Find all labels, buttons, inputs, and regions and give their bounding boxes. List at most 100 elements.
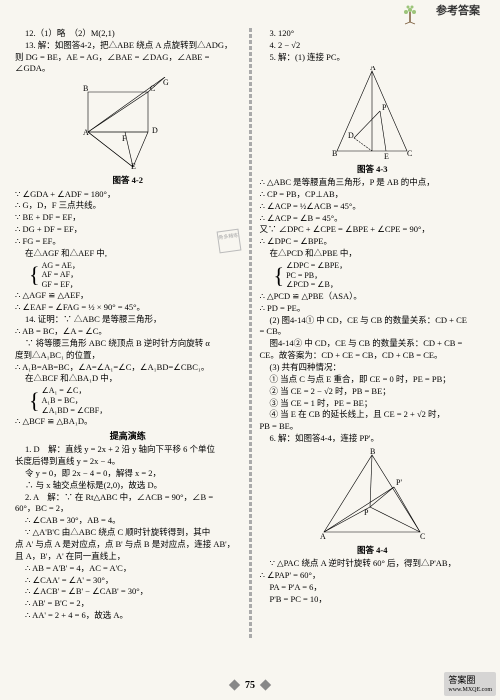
text-line: ① 当点 C 与点 E 重合，即 CE = 0 时，PE = PB； [260,374,486,385]
watermark-url: www.MXQE.com [448,686,492,694]
svg-text:A: A [83,128,89,137]
text-line: ∴ AB = BC，∠A = ∠C。 [15,326,241,337]
svg-text:F: F [122,134,127,143]
brace-line: GF = EF， [42,280,80,290]
text-line: ∵ ∠GDA + ∠ADF = 180°， [15,189,241,200]
svg-text:B: B [370,447,375,456]
text-line: 1. D 解：直线 y = 2x + 2 沿 y 轴向下平移 6 个单位 [15,444,241,455]
brace-line: ∠PCD = ∠B， [286,280,347,290]
figure-caption: 图答 4-2 [15,175,241,186]
text-line: P'B = PC = 10， [260,594,486,605]
text-line: 2. A 解：∵ 在 Rt△ABC 中，∠ACB = 90°，∠B = [15,492,241,503]
text-line: ② 当 CE = 2 − √2 时，PB = BE； [260,386,486,397]
text-line: ∴ 与 x 轴交点坐标是(2,0)，故选 D。 [15,480,241,491]
text-line: 则 DG = BE，AE = AG，∠BAE = ∠DAG，∠ABE = ∠GD… [15,52,241,75]
text-line: ∴ ∠CAA' = ∠A' = 30°， [15,575,241,586]
brace-line: PC = PB， [286,271,347,281]
text-line: ∴ ∠PAP' = 60°， [260,570,486,581]
text-line: = CB。 [260,326,486,337]
brace-group: { ∠DPC = ∠BPE， PC = PB， ∠PCD = ∠B， [274,261,486,290]
page-number-value: 75 [245,680,255,691]
text-line: ∴ DG + DF = EF， [15,224,241,235]
text-line: 12.（1）略 （2）M(2,1) [15,28,241,39]
figure-4-4: A B C P P' [260,447,486,542]
svg-text:C: C [420,532,425,541]
text-line: 在△AGF 和△AEF 中, [15,248,241,259]
tree-decoration-icon [395,0,425,25]
svg-text:G: G [163,78,169,87]
svg-text:P: P [382,103,387,112]
column-divider [249,28,252,640]
svg-text:E: E [131,162,136,171]
text-line: ∴ AA' = 2 + 4 = 6，故选 A。 [15,610,241,621]
svg-text:B: B [332,149,337,158]
text-line: 在△PCD 和△PBE 中， [260,248,486,259]
text-line: CE。故答案为：CD + CE = CB，CD + CB = CE。 [260,350,486,361]
text-line: ∵ △PAC 绕点 A 逆时针旋转 60° 后，得到△P'AB， [260,558,486,569]
svg-text:A: A [320,532,326,541]
svg-text:D: D [152,126,158,135]
text-line: ④ 当 E 在 CB 的延长线上，且 CE = 2 + √2 时， [260,409,486,420]
brace-group: { ∠A₁ = ∠C， A₁B = BC， ∠A₁BD = ∠CBF， [29,386,241,415]
text-line: 且 A，B'，A' 在同一直线上， [15,551,241,562]
brace-line: ∠DPC = ∠BPE， [286,261,347,271]
svg-text:C: C [407,149,412,158]
figure-caption: 图答 4-4 [260,545,486,556]
text-line: 又∵ ∠DPC + ∠CPE = ∠BPE + ∠CPE = 90°， [260,224,486,235]
text-line: 60°，BC = 2， [15,503,241,514]
text-line: ∴ A₁B=AB=BC，∠A=∠A₁=∠C，∠A₁BD=∠CBC₁。 [15,362,241,373]
text-line: 14. 证明：∵ △ABC 是等腰三角形， [15,314,241,325]
figure-4-3: A B C P D E [260,66,486,161]
text-line: ∴ ∠ACP = ∠B = 45°。 [260,213,486,224]
right-column: 3. 120° 4. 2 − √2 5. 解：(1) 连接 PC。 A B C … [260,28,486,640]
watermark: 答案圈 www.MXQE.com [444,672,496,696]
text-line: 点 A' 与点 A 是对应点，点 B' 与点 B 是对应点，连接 AB'， [15,539,241,550]
text-line: ∴ ∠DPC = ∠BPE。 [260,236,486,247]
diamond-icon [229,680,240,691]
text-line: 长度后得到直线 y = 2x − 4。 [15,456,241,467]
page-content: 12.（1）略 （2）M(2,1) 13. 解：如图答4-2，把△ABE 绕点 … [0,0,500,670]
svg-text:A: A [370,66,376,72]
text-line: ∴ △BCF ≌ △BA₁D。 [15,416,241,427]
text-line: 图4-14② 中 CD，CE 与 CB 的数量关系：CD + CB = [260,338,486,349]
brace-line: AF = AF， [42,270,80,280]
text-line: 令 y = 0，即 2x − 4 = 0，解得 x = 2， [15,468,241,479]
text-line: 4. 2 − √2 [260,40,486,51]
svg-text:P': P' [396,478,402,487]
page-number: 75 [227,679,274,693]
stamp-decoration: 骨多精练 [217,229,242,254]
text-line: 5. 解：(1) 连接 PC。 [260,52,486,63]
text-line: ∴ AB = A'B' = 4，AC = A'C， [15,563,241,574]
text-line: ∵ 将等腰三角形 ABC 绕顶点 B 逆时针方向旋转 α [15,338,241,349]
text-line: ∴ ∠ACB' = ∠B' − ∠CAB' = 30°， [15,586,241,597]
text-line: ∵ △A'B'C 由△ABC 绕点 C 顺时针旋转得到，其中 [15,527,241,538]
text-line: 度到△A₁BC₁ 的位置， [15,350,241,361]
figure-4-2: A B C D E G F [15,77,241,172]
brace-line: AG = AE， [42,261,80,271]
brace-line: ∠A₁BD = ∠CBF， [42,406,108,416]
text-line: ∴ CP = PB，CP⊥AB， [260,189,486,200]
text-line: 在△BCF 和△BA₁D 中， [15,373,241,384]
text-line: ∵ BE + DF = EF， [15,212,241,223]
text-line: 6. 解：如图答4-4，连接 PP'。 [260,433,486,444]
text-line: ∴ ∠EAF = ∠FAG = ½ × 90° = 45°。 [15,302,241,313]
section-title: 提高演练 [15,430,241,442]
text-line: ∴ ∠CAB = 30°，AB = 4。 [15,515,241,526]
text-line: PB = BE。 [260,421,486,432]
watermark-text: 答案圈 [448,674,492,686]
brace-group: { AG = AE， AF = AF， GF = EF， [29,261,241,290]
text-line: ∴ △AGF ≌ △AEF， [15,290,241,301]
brace-line: A₁B = BC， [42,396,108,406]
brace-line: ∠A₁ = ∠C， [42,386,108,396]
left-column: 12.（1）略 （2）M(2,1) 13. 解：如图答4-2，把△ABE 绕点 … [15,28,241,640]
text-line: ∴ G，D，F 三点共线。 [15,200,241,211]
diamond-icon [260,680,271,691]
text-line: ∴ △PCD ≌ △PBE（ASA）。 [260,291,486,302]
svg-text:D: D [348,131,354,140]
text-line: ∴ AB' = B'C = 2， [15,598,241,609]
svg-text:E: E [384,152,389,161]
text-line: (2) 图4-14① 中 CD，CE 与 CB 的数量关系：CD + CE [260,315,486,326]
text-line: ③ 当 CE = 1 时，PE = BE； [260,398,486,409]
figure-caption: 图答 4-3 [260,164,486,175]
text-line: ∴ FG = EF。 [15,236,241,247]
